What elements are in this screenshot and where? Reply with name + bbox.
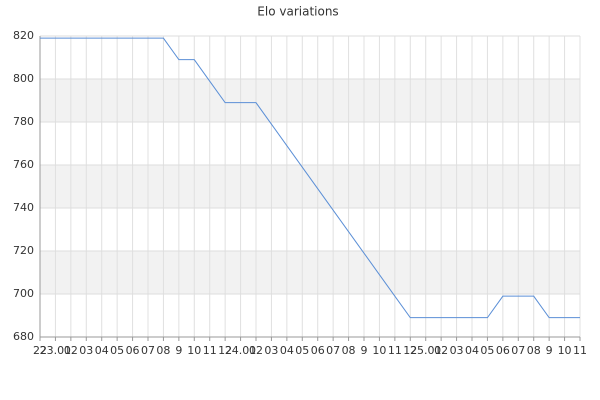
x-tick-label: 11 bbox=[388, 344, 402, 357]
x-tick-label: 04 bbox=[280, 344, 294, 357]
x-tick-label: 08 bbox=[156, 344, 170, 357]
x-tick-label: 11 bbox=[203, 344, 217, 357]
x-tick-label: 06 bbox=[126, 344, 140, 357]
x-tick-label: 07 bbox=[511, 344, 525, 357]
chart-title: Elo variations bbox=[257, 5, 338, 19]
x-tick-label: 12 bbox=[218, 344, 232, 357]
x-tick-label: 02 bbox=[249, 344, 263, 357]
grid-band bbox=[40, 79, 580, 122]
x-tick-label: 04 bbox=[465, 344, 479, 357]
grid-band bbox=[40, 251, 580, 294]
x-tick-label: 07 bbox=[141, 344, 155, 357]
x-tick-label: 03 bbox=[264, 344, 278, 357]
y-tick-label: 720 bbox=[13, 244, 34, 257]
x-tick-label: 03 bbox=[450, 344, 464, 357]
x-tick-label: 12 bbox=[403, 344, 417, 357]
x-tick-label: 06 bbox=[496, 344, 510, 357]
x-tick-label: 10 bbox=[558, 344, 572, 357]
x-tick-label: 07 bbox=[326, 344, 340, 357]
x-tick-label: 05 bbox=[110, 344, 124, 357]
x-tick-label: 02 bbox=[64, 344, 78, 357]
x-tick-label: 11 bbox=[573, 344, 587, 357]
x-tick-label: 08 bbox=[527, 344, 541, 357]
x-tick-label: 23.01 bbox=[40, 344, 72, 357]
x-tick-label: 06 bbox=[311, 344, 325, 357]
x-tick-label: 05 bbox=[295, 344, 309, 357]
x-tick-label: 10 bbox=[187, 344, 201, 357]
x-tick-label: 25.01 bbox=[410, 344, 442, 357]
x-tick-label: 08 bbox=[342, 344, 356, 357]
y-tick-label: 760 bbox=[13, 158, 34, 171]
line bbox=[40, 37, 580, 319]
x-tick-label: 03 bbox=[79, 344, 93, 357]
grid-band bbox=[40, 165, 580, 208]
y-tick-label: 780 bbox=[13, 115, 34, 128]
y-tick-label: 740 bbox=[13, 201, 34, 214]
x-tick-label: 9 bbox=[546, 344, 553, 357]
x-tick-label: 9 bbox=[361, 344, 368, 357]
x-tick-label: 10 bbox=[372, 344, 386, 357]
y-tick-label: 680 bbox=[13, 330, 34, 343]
x-tick-label: 04 bbox=[95, 344, 109, 357]
x-tick-label: 05 bbox=[480, 344, 494, 357]
y-tick-label: 800 bbox=[13, 72, 34, 85]
y-tick-label: 700 bbox=[13, 287, 34, 300]
x-tick-label: 22 bbox=[33, 344, 47, 357]
y-tick-label: 820 bbox=[13, 29, 34, 42]
x-tick-label: 02 bbox=[434, 344, 448, 357]
x-tick-label: 24.01 bbox=[225, 344, 257, 357]
x-tick-label: 9 bbox=[175, 344, 182, 357]
